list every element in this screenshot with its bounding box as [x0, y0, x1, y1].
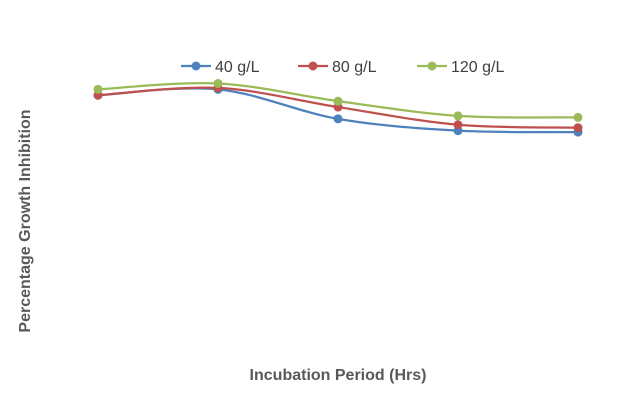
legend-label: 40 g/L — [215, 59, 260, 76]
series-3 — [93, 78, 583, 122]
legend-marker — [191, 61, 201, 71]
legend-entry: 120 g/L — [417, 59, 504, 76]
data-point — [453, 111, 463, 121]
data-point — [333, 114, 343, 124]
data-point — [213, 78, 223, 88]
data-point — [573, 123, 583, 133]
plot-area — [93, 78, 583, 137]
legend-label: 80 g/L — [332, 59, 377, 76]
legend: 40 g/L 80 g/L 120 g/L — [181, 59, 504, 76]
series-2 — [93, 83, 583, 133]
data-point — [453, 120, 463, 130]
data-point — [573, 112, 583, 122]
legend-entry: 80 g/L — [298, 59, 377, 76]
legend-entry: 40 g/L — [181, 59, 260, 76]
legend-marker — [427, 61, 437, 71]
x-axis-title: Incubation Period (Hrs) — [250, 367, 427, 384]
legend-marker — [308, 61, 318, 71]
legend-label: 120 g/L — [451, 59, 504, 76]
data-point — [93, 84, 103, 94]
data-point — [333, 96, 343, 106]
y-axis-title: Percentage Growth Inhibition — [17, 109, 34, 332]
